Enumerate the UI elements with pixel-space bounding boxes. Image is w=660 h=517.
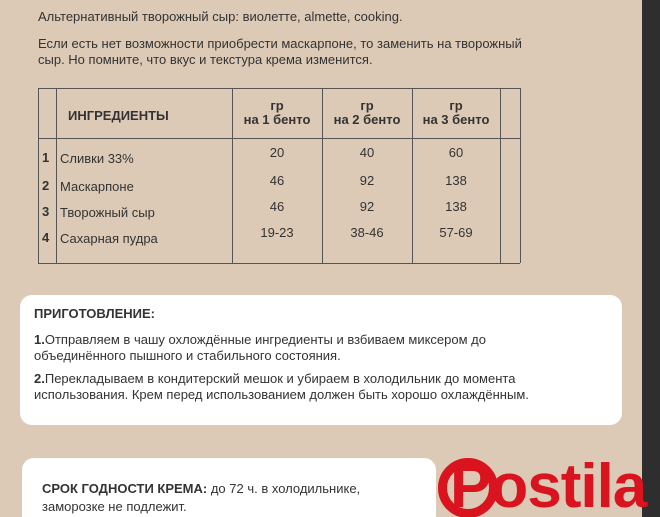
ingredient: Сливки 33% (60, 151, 134, 166)
table-border (412, 88, 413, 263)
column-header: гр (270, 98, 284, 113)
table-border (56, 88, 57, 263)
column-header: ИНГРЕДИЕНТЫ (68, 108, 169, 123)
row-number: 2 (42, 178, 50, 193)
ingredient: Творожный сыр (60, 205, 155, 220)
shelf-life-card: СРОК ГОДНОСТИ КРЕМА: до 72 ч. в холодиль… (22, 458, 436, 517)
side-strip (642, 0, 660, 517)
amount: 19-23 (260, 225, 294, 240)
shelf-life-text: до 72 ч. в холодильнике, (207, 481, 361, 496)
step-text: использования. Крем перед использованием… (34, 387, 529, 402)
shelf-life-line: СРОК ГОДНОСТИ КРЕМА: до 72 ч. в холодиль… (42, 481, 360, 497)
shelf-life-label: СРОК ГОДНОСТИ КРЕМА: (42, 481, 208, 496)
amount: 60 (448, 145, 464, 160)
amount: 138 (445, 199, 467, 214)
preparation-card: ПРИГОТОВЛЕНИЕ: 1.Отправляем в чашу охлож… (20, 295, 622, 425)
preparation-title: ПРИГОТОВЛЕНИЕ: (34, 306, 155, 321)
shelf-life-text: заморозке не подлежит. (42, 499, 187, 514)
intro-line: Если есть нет возможности приобрести мас… (38, 36, 522, 51)
amount: 40 (359, 145, 375, 160)
watermark: Postila (450, 452, 647, 517)
ingredient: Маскарпоне (60, 179, 134, 194)
step-text: объединённого пышного и стабильного сост… (34, 348, 341, 363)
column-header: гр (360, 98, 374, 113)
table-border (232, 88, 233, 263)
table-border (38, 263, 520, 264)
logo-ring (438, 458, 498, 517)
amount: 46 (269, 173, 285, 188)
column-header: на 2 бенто (333, 112, 401, 127)
table-border (322, 88, 323, 263)
intro-line: Альтернативный творожный сыр: виолетте, … (38, 9, 403, 24)
column-header: гр (449, 98, 463, 113)
table-border (38, 88, 39, 263)
step-number: 2. (34, 371, 45, 386)
table-border (500, 88, 501, 263)
row-number: 1 (42, 150, 50, 165)
amount: 46 (269, 199, 285, 214)
amount: 20 (269, 145, 285, 160)
row-number: 4 (42, 230, 50, 245)
amount: 92 (359, 199, 375, 214)
amount: 92 (359, 173, 375, 188)
column-header: на 3 бенто (422, 112, 490, 127)
ingredient: Сахарная пудра (60, 231, 158, 246)
step-text: Отправляем в чашу охлождённые ингредиент… (44, 332, 486, 347)
row-number: 3 (42, 204, 50, 219)
table-border (38, 88, 520, 89)
table-border (38, 138, 520, 139)
step-line: 1.Отправляем в чашу охлождённые ингредие… (34, 332, 486, 348)
step-text: Перекладываем в кондитерский мешок и уби… (44, 371, 516, 386)
step-line: 2.Перекладываем в кондитерский мешок и у… (34, 371, 515, 387)
amount: 138 (445, 173, 467, 188)
step-number: 1. (34, 332, 45, 347)
amount: 38-46 (350, 225, 384, 240)
table-border (520, 88, 521, 263)
amount: 57-69 (439, 225, 473, 240)
intro-line: сыр. Но помните, что вкус и текстура кре… (38, 52, 373, 67)
column-header: на 1 бенто (243, 112, 311, 127)
